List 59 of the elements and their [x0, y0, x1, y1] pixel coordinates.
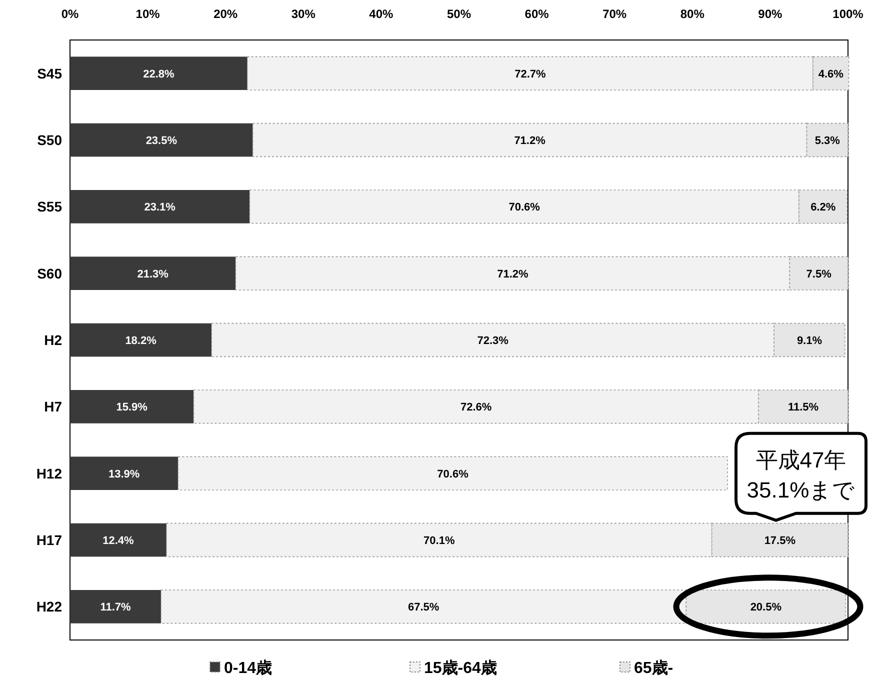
data-label: 5.3%: [814, 135, 840, 147]
x-tick-label: 70%: [602, 7, 627, 21]
data-label: 15.9%: [116, 402, 148, 414]
data-label: 4.6%: [818, 68, 844, 80]
data-label: 71.2%: [497, 268, 528, 280]
bar: [70, 523, 166, 557]
x-tick-label: 0%: [61, 7, 79, 21]
data-label: 70.1%: [424, 535, 455, 547]
bar: [70, 456, 178, 490]
x-tick-label: 60%: [524, 7, 550, 21]
x-tick-label: 100%: [832, 7, 864, 21]
y-tick-label: H12: [36, 465, 62, 482]
data-label: 23.5%: [146, 135, 178, 147]
x-tick-label: 80%: [680, 7, 705, 21]
bar: [70, 123, 253, 157]
bar: [178, 456, 728, 490]
data-label: 17.5%: [764, 535, 796, 547]
annotation: 平成47年 35.1%まで: [746, 447, 856, 502]
data-label: 71.2%: [514, 135, 546, 147]
bar: [70, 390, 194, 424]
y-tick-label: S50: [37, 132, 62, 148]
data-label: 12.4%: [102, 535, 134, 547]
data-label: 70.6%: [508, 202, 540, 214]
data-label: 9.1%: [796, 335, 822, 347]
data-label: 72.7%: [514, 68, 546, 80]
y-tick-label: H2: [44, 332, 62, 348]
x-tick-label: 20%: [214, 7, 238, 21]
x-tick-label: 50%: [446, 7, 472, 21]
data-label: 23.1%: [144, 202, 176, 214]
bar: [70, 190, 250, 224]
data-label: 20.5%: [750, 602, 782, 614]
x-tick-label: 90%: [758, 7, 783, 21]
y-tick-label: H17: [36, 532, 62, 548]
y-tick-label: H7: [44, 398, 62, 415]
data-label: 18.2%: [125, 335, 157, 347]
legend-label: 65歳-: [634, 659, 674, 677]
legend-label: 0-14歳: [224, 659, 272, 677]
data-label: 70.6%: [437, 468, 469, 480]
x-tick-label: 40%: [369, 7, 394, 21]
data-label: 7.5%: [806, 268, 832, 280]
bar: [70, 590, 162, 624]
data-label: 11.7%: [100, 602, 132, 614]
bar: [70, 256, 236, 290]
data-label: 11.5%: [788, 402, 819, 414]
y-tick-label: S55: [37, 198, 62, 215]
data-label: 72.3%: [477, 335, 509, 347]
y-tick-label: S60: [37, 265, 62, 282]
data-label: 21.3%: [137, 268, 169, 280]
x-tick-label: 10%: [136, 7, 160, 21]
data-label: 6.2%: [810, 202, 836, 214]
data-label: 13.9%: [108, 468, 140, 480]
y-tick-label: S45: [37, 65, 62, 82]
bar: [70, 56, 248, 90]
data-label: 67.5%: [408, 602, 440, 614]
x-tick-label: 30%: [291, 7, 316, 21]
bar: [70, 323, 212, 357]
data-label: 22.8%: [143, 68, 174, 80]
data-label: 72.6%: [460, 402, 492, 414]
y-tick-label: H22: [36, 598, 62, 615]
